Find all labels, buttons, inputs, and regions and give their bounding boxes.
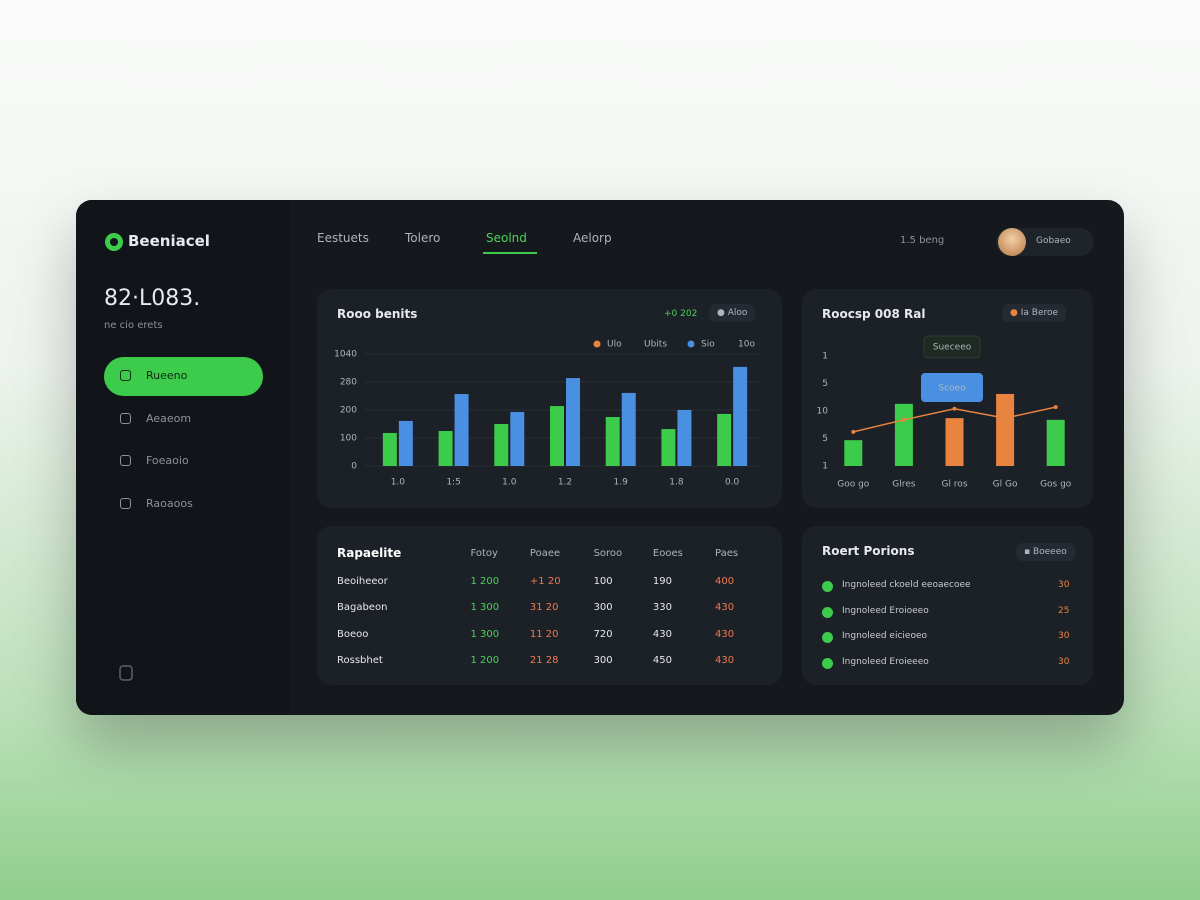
card-title: Rooo benits (337, 307, 418, 321)
table-cell: 430 (652, 628, 673, 640)
balance-sub: ne cio erets (104, 320, 163, 331)
table-cell: Beoiheeor (337, 575, 388, 587)
table-cell: 190 (652, 575, 673, 587)
column-header: Poaee (529, 547, 561, 559)
line-card: Roocsp 008 Ral ● Ia Beroe (802, 289, 1093, 508)
nav-item[interactable]: Aeaeom (104, 400, 263, 439)
table-cell: 11 20 (529, 628, 559, 640)
action-text: Ingnoleed ckoeld eeoaecoee (842, 580, 971, 590)
status: 1.5 beng (900, 235, 945, 246)
table-cell: Rossbhet (337, 655, 383, 667)
action-value: 25 (1058, 605, 1070, 616)
column-header: Paes (715, 547, 739, 559)
table-row: Boeoo 1 300 11 20 720 430 430 (337, 621, 763, 648)
button[interactable]: ● Aloo (709, 304, 756, 322)
table-cell: 100 (593, 575, 613, 587)
nav-label: Foeaoio (146, 454, 189, 467)
column-header: Soroo (593, 547, 623, 559)
logo (105, 233, 123, 251)
table-title: Rapaelite (337, 546, 402, 560)
action-text: Ingnoleed eicieoeo (842, 631, 928, 641)
nav-item[interactable]: Rueeno (104, 357, 263, 396)
status-dot (822, 606, 833, 618)
status-dot (822, 581, 833, 592)
table-cell: Bagabeon (337, 602, 388, 614)
tab[interactable]: Tolero (405, 231, 441, 245)
column-header: Fotoy (470, 547, 498, 559)
table-cell: 1 300 (470, 628, 500, 640)
status-dot (822, 632, 833, 643)
table-cell: 1 200 (470, 655, 500, 667)
settings-icon[interactable] (116, 660, 138, 684)
nav-label: Aeaeom (146, 411, 192, 425)
table-row: Beoiheeor 1 200 +1 20 100 190 400 (337, 568, 763, 595)
bar-card: Rooo benits +0 202 ● Aloo (317, 289, 782, 508)
table-cell: 430 (715, 655, 735, 667)
tab-underline (483, 252, 537, 254)
table-cell: 1 200 (470, 575, 500, 587)
nav-icon (120, 497, 131, 509)
table: Rapaelite Fotoy Poaee Soroo Eooes Paes Beoihee… (337, 538, 763, 674)
action-value: 30 (1058, 580, 1070, 590)
tab[interactable]: Aelorp (573, 231, 612, 245)
button[interactable]: ▪ Boeeeo (1016, 543, 1075, 561)
table-row: Bagabeon 1 300 31 20 300 330 430 (337, 595, 763, 622)
brand: Beeniacel (128, 232, 210, 250)
table-cell: 1 300 (470, 602, 500, 614)
tab[interactable]: Seolnd (486, 231, 527, 245)
table-cell: 450 (652, 655, 673, 667)
nav-icon (120, 412, 131, 424)
nav-item[interactable]: Raoaoos (104, 485, 263, 524)
balance: 82·L083. (104, 286, 201, 311)
table-cell: 720 (593, 628, 613, 640)
table-cell: 300 (593, 655, 613, 667)
nav-icon (120, 455, 131, 466)
nav-item[interactable]: Foeaoio (104, 442, 263, 481)
user-name: Gobaeo (1036, 236, 1071, 246)
nav-icon (120, 370, 131, 381)
actions-card: Roert Porions ▪ Boeeeo Ingnoleed ckoeld … (802, 526, 1093, 685)
card-title: Roocsp 008 Ral (822, 307, 926, 321)
action-text: Ingnoleed Eroieeeo (842, 656, 929, 667)
table-cell: Boeoo (337, 628, 369, 640)
app-window: Beeniacel 82·L083. ne cio erets Rueeno Ae… (76, 200, 1124, 715)
user-chip[interactable]: Gobaeo (996, 228, 1094, 256)
tab[interactable]: Eestuets (317, 231, 369, 245)
table-row: Rossbhet 1 200 21 28 300 450 430 (337, 648, 763, 675)
action-value: 30 (1058, 656, 1070, 667)
action-text: Ingnoleed Eroioeeo (842, 605, 929, 616)
table-card: Rapaelite Fotoy Poaee Soroo Eooes Paes Beoihee… (317, 526, 782, 685)
table-cell: 400 (715, 575, 735, 587)
table-cell: 31 20 (529, 602, 559, 614)
nav-label: Rueeno (146, 369, 188, 382)
table-cell: 330 (652, 602, 673, 614)
table-cell: +1 20 (529, 575, 561, 587)
column-header: Eooes (652, 547, 683, 559)
table-header: Rapaelite Fotoy Poaee Soroo Eooes Paes (337, 538, 763, 568)
table-cell: 430 (715, 602, 735, 614)
button-label: Boeeeo (1032, 547, 1067, 557)
card-title: Roert Porions (822, 544, 915, 558)
sidebar: Beeniacel 82·L083. ne cio erets Rueeno Ae… (76, 200, 290, 715)
badge: +0 202 (664, 309, 698, 319)
button-label: Ia Beroe (1020, 308, 1059, 318)
table-cell: 430 (715, 628, 735, 640)
table-cell: 21 28 (529, 655, 559, 667)
button[interactable]: ● Ia Beroe (1002, 304, 1067, 322)
button-label: Aloo (727, 308, 748, 318)
status-dot (822, 657, 833, 669)
action-value: 30 (1058, 631, 1070, 641)
table-cell: 300 (593, 602, 613, 614)
nav-label: Raoaoos (146, 496, 193, 510)
